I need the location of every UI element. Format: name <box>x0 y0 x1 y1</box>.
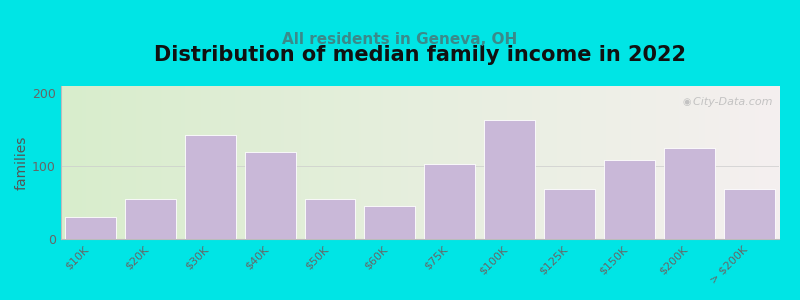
Title: Distribution of median family income in 2022: Distribution of median family income in … <box>154 45 686 65</box>
Text: All residents in Geneva, OH: All residents in Geneva, OH <box>282 32 518 46</box>
Bar <box>305 199 355 239</box>
Bar <box>484 120 535 239</box>
Bar <box>424 164 475 239</box>
Bar <box>125 199 176 239</box>
Bar <box>365 206 415 239</box>
Y-axis label: families: families <box>15 135 29 190</box>
Bar <box>724 190 774 239</box>
Text: ◉: ◉ <box>682 97 690 107</box>
Bar <box>544 190 595 239</box>
Bar <box>185 135 236 239</box>
Bar <box>245 152 295 239</box>
Bar <box>65 217 116 239</box>
Text: City-Data.com: City-Data.com <box>686 97 772 107</box>
Bar <box>604 160 655 239</box>
Bar <box>664 148 714 239</box>
